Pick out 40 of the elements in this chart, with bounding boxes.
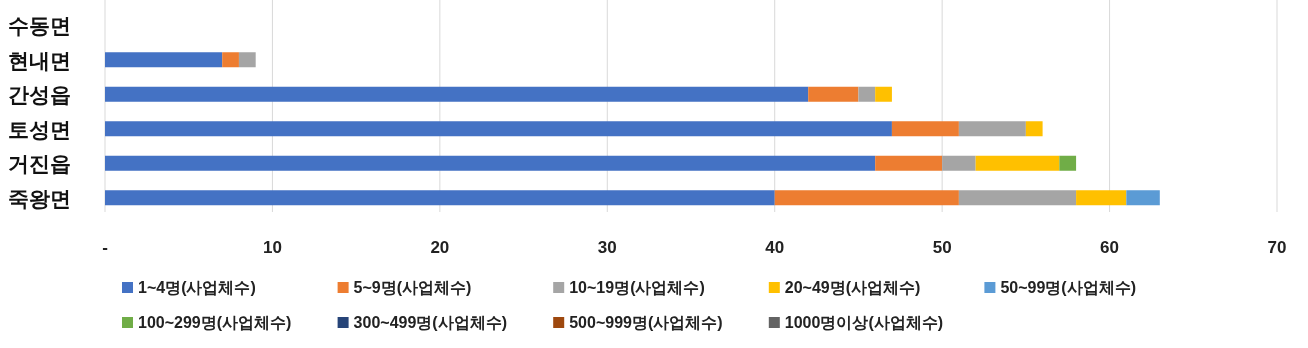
y-tick-label: 수동면 [8,14,71,38]
y-tick-label: 간성읍 [8,83,71,107]
bar [858,86,876,102]
legend-label: 20~49명(사업체수) [784,279,921,296]
bar [774,190,959,206]
x-tick-label: 40 [765,238,785,257]
bar [958,121,1026,137]
legend-label: 5~9명(사업체수) [353,279,472,296]
legend-label: 500~999명(사업체수) [569,314,723,331]
y-tick-label: 현내면 [8,48,71,72]
bar [105,190,775,206]
x-tick-label: 60 [1100,238,1120,257]
bar [105,52,223,68]
bar [105,121,892,137]
y-tick-label: 토성면 [8,117,71,141]
bar [942,155,976,171]
bar [808,86,859,102]
legend-label: 50~99명(사업체수) [1000,279,1136,296]
bar [958,190,1077,206]
x-tick-label: - [102,238,108,257]
bar [875,155,943,171]
bar [105,155,876,171]
legend-label: 300~499명(사업체수) [353,314,507,331]
bar [891,121,959,137]
bar [238,52,256,68]
x-tick-label: 20 [430,238,450,257]
bar [222,52,239,68]
legend-label: 1000명이상(사업체수) [784,314,944,331]
x-tick-label: 30 [597,238,617,257]
legend-label: 100~299명(사업체수) [138,314,292,331]
x-tick-label: 70 [1267,238,1287,257]
bar [875,86,892,102]
x-tick-label: 50 [932,238,952,257]
y-tick-label: 죽왕면 [8,186,71,210]
y-tick-label: 거진읍 [8,152,71,176]
bar [105,86,809,102]
legend-label: 10~19명(사업체수) [569,279,705,296]
legend-label: 1~4명(사업체수) [138,279,256,296]
bar [1025,121,1043,137]
x-tick-label: 10 [262,238,282,257]
